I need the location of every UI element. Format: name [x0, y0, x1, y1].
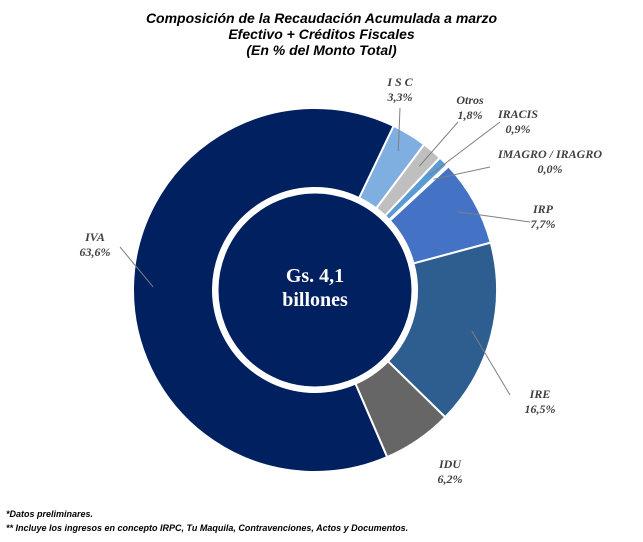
slice-value-otros: 1,8% [458, 108, 483, 122]
slice-value-iva: 63,6% [80, 245, 111, 259]
leader-line-iracis [429, 121, 501, 176]
slice-label-i-s-c: I S C [386, 75, 413, 89]
slice-label-imagro-iragro: IMAGRO / IRAGRO [497, 147, 602, 161]
leader-line-ire [471, 330, 511, 396]
slice-label-iracis: IRACIS [497, 107, 538, 121]
slice-label-irp: IRP [532, 202, 554, 216]
slice-value-ire: 16,5% [525, 402, 556, 416]
slice-label-otros: Otros [456, 93, 484, 107]
leader-line-imagro-iragro [433, 166, 491, 180]
chart-subtitle-units: (En % del Monto Total) [246, 42, 397, 58]
slice-label-iva: IVA [84, 230, 105, 244]
slice-value-imagro-iragro: 0,0% [538, 162, 563, 176]
leader-line-irp [456, 211, 531, 223]
slices-group [132, 107, 498, 473]
slice-value-i-s-c: 3,3% [387, 90, 413, 104]
center-label-line1: Gs. 4,1 [286, 265, 344, 287]
leader-line-iva [119, 246, 154, 288]
leader-lines-group [119, 107, 531, 396]
slice-value-iracis: 0,9% [506, 122, 531, 136]
chart-title: Composición de la Recaudación Acumulada … [145, 10, 498, 26]
chart-title-block: Composición de la Recaudación Acumulada … [0, 10, 643, 58]
slice-value-irp: 7,7% [531, 217, 556, 231]
slice-value-idu: 6,2% [438, 472, 463, 486]
center-ring [215, 190, 415, 390]
leader-line-otros [419, 121, 459, 167]
footnote-2: ** Incluye los ingresos en concepto IRPC… [6, 523, 409, 533]
footnotes: *Datos preliminares. ** Incluye los ingr… [6, 507, 408, 535]
footnote-1: *Datos preliminares. [6, 509, 94, 519]
leader-line-i-s-c [397, 107, 401, 152]
center-label-line2: billones [282, 289, 348, 311]
slice-label-idu: IDU [438, 457, 462, 471]
slice-label-ire: IRE [529, 387, 551, 401]
chart-subtitle: Efectivo + Créditos Fiscales [228, 26, 415, 42]
slice-iva [132, 107, 395, 473]
